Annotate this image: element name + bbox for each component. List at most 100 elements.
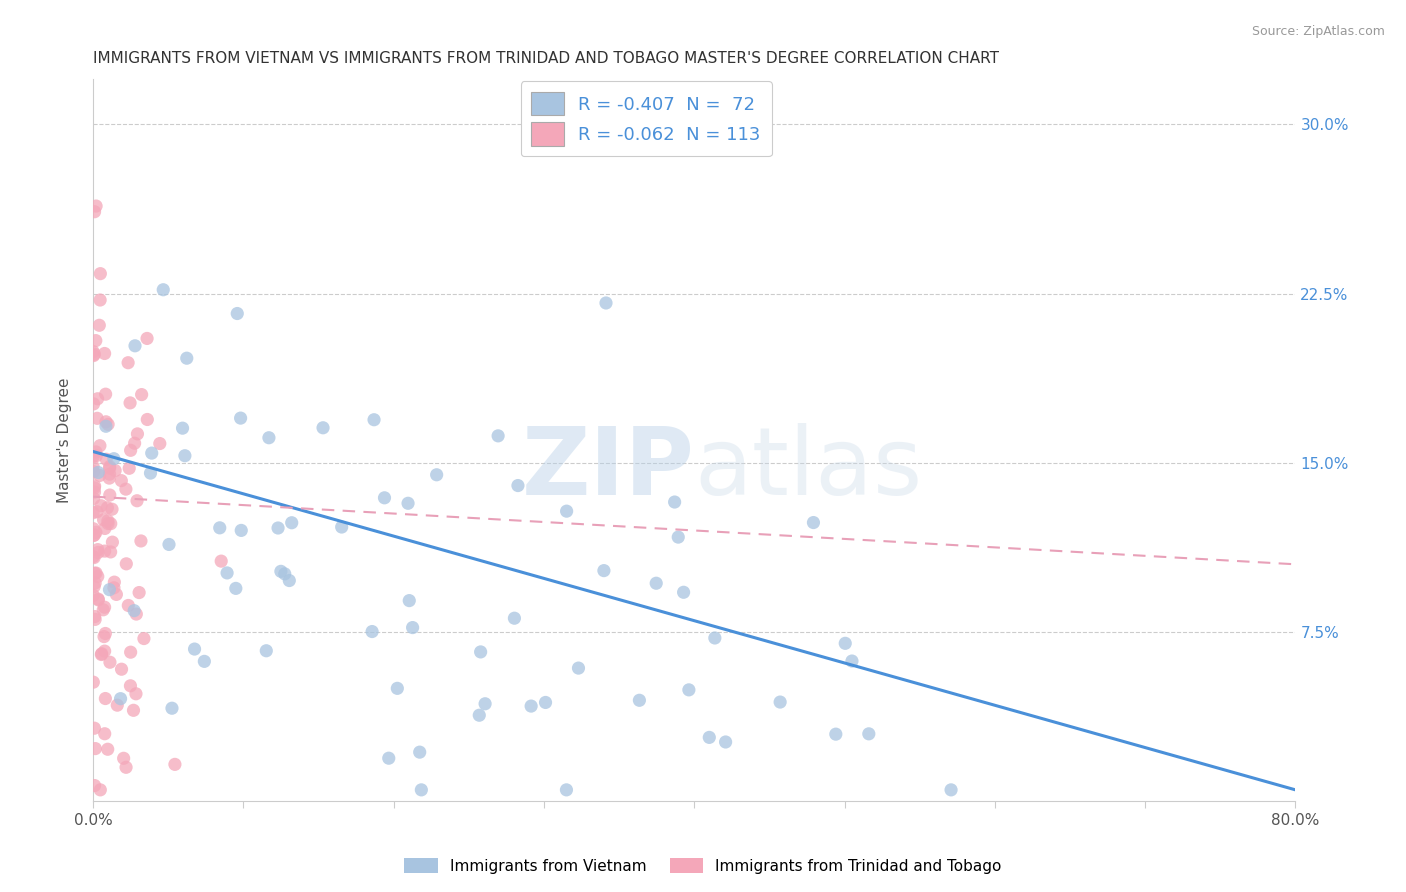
Point — [82, 450, 104, 464]
Point — [89, 439, 111, 453]
Point — [486, 429, 509, 443]
Point — [274, 566, 297, 581]
Point — [678, 682, 700, 697]
Point — [112, 751, 135, 765]
Point — [387, 681, 409, 696]
Point — [100, 516, 122, 531]
Text: IMMIGRANTS FROM VIETNAM VS IMMIGRANTS FROM TRINIDAD AND TOBAGO MASTER'S DEGREE C: IMMIGRANTS FROM VIETNAM VS IMMIGRANTS FR… — [93, 51, 1000, 66]
Point — [94, 691, 117, 706]
Point — [83, 481, 105, 495]
Point — [103, 575, 125, 590]
Point — [96, 452, 118, 467]
Point — [96, 500, 118, 515]
Point — [117, 356, 139, 370]
Point — [520, 699, 543, 714]
Point — [86, 449, 108, 463]
Point — [474, 697, 496, 711]
Point — [89, 318, 111, 333]
Point — [98, 459, 121, 474]
Point — [411, 782, 433, 797]
Point — [87, 542, 110, 557]
Point — [105, 698, 128, 713]
Point — [98, 488, 121, 502]
Point — [183, 642, 205, 657]
Point — [94, 419, 117, 434]
Point — [141, 446, 163, 460]
Point — [82, 522, 104, 536]
Point — [127, 426, 149, 441]
Point — [110, 691, 132, 706]
Legend: Immigrants from Vietnam, Immigrants from Trinidad and Tobago: Immigrants from Vietnam, Immigrants from… — [398, 852, 1008, 880]
Point — [97, 514, 120, 528]
Point — [84, 445, 107, 459]
Point — [131, 387, 153, 401]
Point — [110, 474, 132, 488]
Point — [120, 396, 142, 410]
Point — [115, 482, 138, 496]
Point — [98, 655, 121, 669]
Point — [97, 742, 120, 756]
Point — [87, 545, 110, 559]
Point — [426, 467, 449, 482]
Point — [83, 397, 105, 411]
Point — [841, 654, 863, 668]
Point — [803, 516, 825, 530]
Point — [82, 459, 104, 474]
Point — [225, 582, 247, 596]
Point — [84, 334, 107, 348]
Point — [93, 727, 115, 741]
Point — [396, 496, 419, 510]
Point — [567, 661, 589, 675]
Point — [217, 566, 239, 580]
Point — [103, 581, 125, 595]
Point — [226, 306, 249, 320]
Point — [82, 675, 104, 690]
Y-axis label: Master's Degree: Master's Degree — [58, 377, 72, 503]
Point — [409, 745, 432, 759]
Point — [83, 580, 105, 594]
Point — [83, 779, 105, 793]
Point — [503, 611, 526, 625]
Point — [115, 557, 138, 571]
Point — [83, 485, 105, 500]
Point — [83, 347, 105, 361]
Point — [139, 466, 162, 480]
Point — [858, 727, 880, 741]
Point — [122, 604, 145, 618]
Point — [98, 461, 121, 475]
Point — [128, 585, 150, 599]
Point — [110, 662, 132, 676]
Point — [172, 421, 194, 435]
Point — [84, 199, 107, 213]
Point — [209, 554, 232, 568]
Point — [93, 544, 115, 558]
Point — [86, 505, 108, 519]
Point — [176, 351, 198, 366]
Point — [270, 565, 292, 579]
Point — [83, 491, 105, 506]
Point — [163, 757, 186, 772]
Point — [93, 630, 115, 644]
Point — [312, 421, 335, 435]
Point — [83, 528, 105, 542]
Point — [84, 525, 107, 540]
Point — [84, 576, 107, 591]
Point — [136, 412, 159, 426]
Point — [97, 417, 120, 432]
Point — [534, 696, 557, 710]
Point — [94, 415, 117, 429]
Point — [82, 549, 104, 564]
Point — [83, 204, 105, 219]
Point — [94, 387, 117, 401]
Point — [666, 530, 689, 544]
Point — [229, 411, 252, 425]
Point — [645, 576, 668, 591]
Point — [98, 471, 121, 485]
Point — [84, 612, 107, 626]
Point — [664, 495, 686, 509]
Point — [93, 346, 115, 360]
Point — [115, 760, 138, 774]
Point — [124, 339, 146, 353]
Point — [714, 735, 737, 749]
Point — [97, 516, 120, 531]
